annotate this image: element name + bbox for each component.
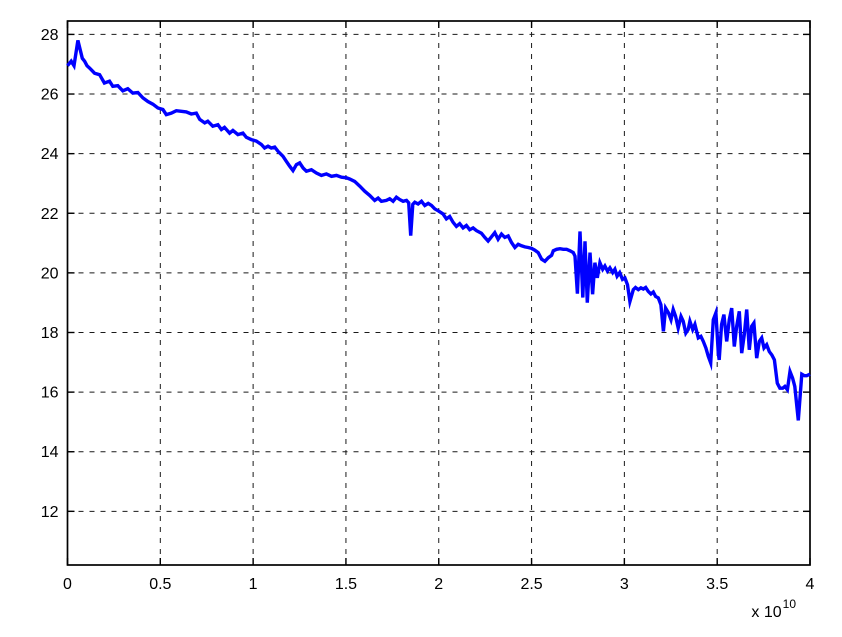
y-tick-label: 18 [41, 325, 59, 342]
x-tick-label: 2.5 [520, 576, 542, 593]
x-axis-multiplier-label: x 1010 [751, 597, 796, 621]
grid-lines [67, 21, 810, 565]
y-tick-label: 12 [41, 504, 59, 521]
y-tick-label: 14 [41, 444, 59, 461]
y-tick-label: 24 [41, 146, 59, 163]
x-tick-label: 0.5 [149, 576, 171, 593]
axis-tick-marks [66, 21, 811, 565]
x-axis-tick-labels: 0 0.5 1 1.5 2 2.5 3 3.5 4 [63, 576, 815, 593]
x-tick-label: 2 [434, 576, 443, 593]
x-tick-label: 1.5 [335, 576, 357, 593]
x-tick-label: 3 [620, 576, 629, 593]
y-tick-label: 28 [41, 27, 59, 44]
x-tick-label: 3.5 [706, 576, 728, 593]
y-tick-label: 26 [41, 87, 59, 104]
y-axis-tick-labels: 12 14 16 18 20 22 24 26 28 [41, 27, 59, 521]
x-tick-label: 4 [806, 576, 815, 593]
x-tick-label: 0 [63, 576, 72, 593]
y-tick-label: 16 [41, 385, 59, 402]
x-tick-label: 1 [249, 576, 258, 593]
y-tick-label: 20 [41, 265, 59, 282]
data-series-line [66, 39, 811, 421]
y-tick-label: 22 [41, 206, 59, 223]
